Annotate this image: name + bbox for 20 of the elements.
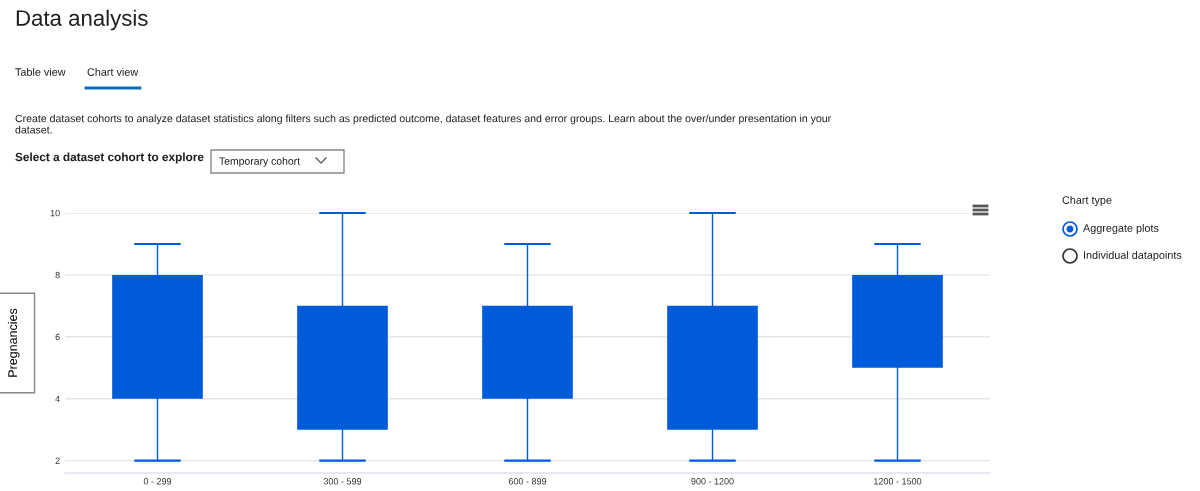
y-tick-label: 10 (50, 209, 60, 217)
text: Chart type (1062, 195, 1112, 207)
text: Select a dataset cohort to explore (15, 152, 204, 164)
x-tick-label: 0 - 299 (143, 478, 172, 485)
y-tick-label: 4 (55, 395, 60, 402)
x-tick-label: 900 - 1200 (691, 478, 734, 485)
text: Table view (15, 67, 66, 76)
x-tick-label: 300 - 599 (323, 478, 362, 485)
y-tick-label: 8 (55, 271, 60, 279)
text: Chart view (87, 67, 139, 76)
y-tick-label: 2 (55, 457, 60, 464)
text: Individual datapoints (1084, 250, 1182, 262)
chart-subtitle: Create dataset cohorts to analyze dataset statistics along filters such as predicted outcome, dataset features and error groups. Learn about the over/under presentation in your dataset. (15, 114, 832, 134)
chart-title: Data analysis (16, 9, 148, 31)
y-tick-label: 6 (55, 333, 60, 341)
x-tick-label: 1200 - 1500 (874, 478, 922, 485)
text: Aggregate plots (1083, 223, 1159, 235)
y-axis-title: Pregnancies (7, 308, 20, 377)
text: Temporary cohort (219, 157, 300, 167)
x-tick-label: 600 - 899 (508, 478, 547, 485)
